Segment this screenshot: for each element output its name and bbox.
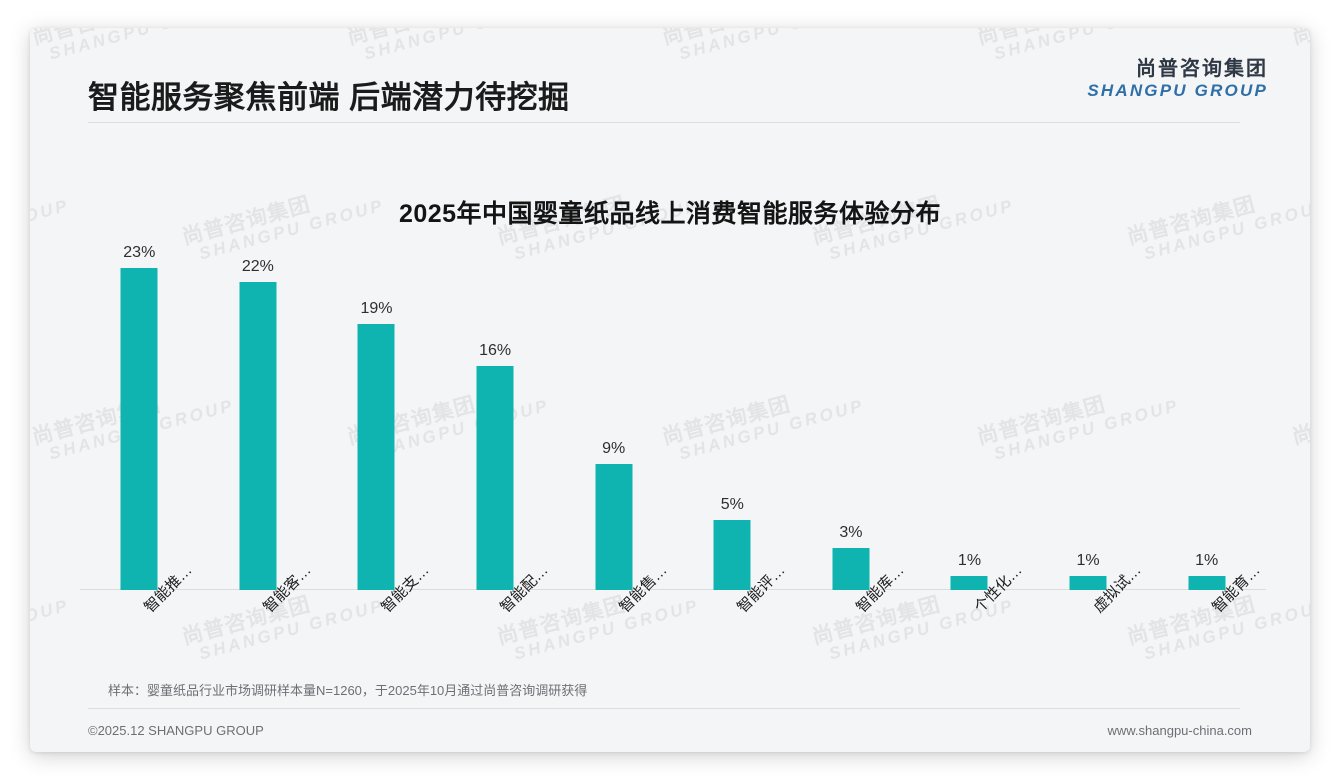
brand-logo: 尚普咨询集团 SHANGPU GROUP	[1087, 58, 1268, 101]
bar[interactable]	[1069, 576, 1107, 590]
website-text: www.shangpu-china.com	[1107, 723, 1252, 738]
bar[interactable]	[120, 268, 158, 590]
bar-value-label: 22%	[241, 258, 274, 275]
bar-slot: 23% 智能推…	[80, 240, 199, 616]
footer-divider	[88, 708, 1240, 709]
bar-slot: 9% 智能售…	[554, 240, 673, 616]
bar-slot: 1% 智能育…	[1147, 240, 1266, 616]
bar[interactable]	[595, 464, 633, 590]
bar[interactable]	[476, 366, 514, 590]
header-divider	[88, 122, 1240, 123]
bar-value-label: 9%	[602, 440, 626, 457]
bar-slot: 19% 智能支…	[317, 240, 436, 616]
bar[interactable]	[832, 548, 870, 590]
brand-logo-en: SHANGPU GROUP	[1087, 81, 1268, 100]
bar-chart-plot: 23% 智能推… 22% 智能客… 19% 智能支… 16% 智能配… 9% 智能售… 5% 智能评……	[80, 240, 1266, 616]
chart-area: 2025年中国婴童纸品线上消费智能服务体验分布 23% 智能推… 22% 智能客… 19…	[30, 122, 1310, 682]
bar-value-label: 1%	[1195, 552, 1219, 569]
bar-slot: 5% 智能评…	[673, 240, 792, 616]
bar-slot: 3% 智能库…	[792, 240, 911, 616]
bar[interactable]	[357, 324, 395, 590]
slide-footer: ©2025.12 SHANGPU GROUP www.shangpu-china…	[30, 708, 1310, 752]
bar-value-label: 5%	[720, 496, 744, 513]
bar-slot: 16% 智能配…	[436, 240, 555, 616]
copyright-text: ©2025.12 SHANGPU GROUP	[88, 723, 264, 738]
bar-value-label: 1%	[957, 552, 982, 569]
chart-title: 2025年中国婴童纸品线上消费智能服务体验分布	[398, 200, 942, 228]
bar-value-label: 3%	[839, 524, 863, 541]
footnote: 样本：婴童纸品行业市场调研样本量N=1260，于2025年10月通过尚普咨询调研…	[108, 683, 588, 698]
bar-value-label: 16%	[479, 342, 512, 359]
bar-slot: 1% 个性化…	[910, 240, 1029, 616]
bar[interactable]	[950, 576, 988, 590]
page-title: 智能服务聚焦前端 后端潜力待挖掘	[88, 80, 570, 115]
bar[interactable]	[1188, 576, 1226, 590]
bar-value-label: 19%	[360, 300, 393, 317]
bar-value-label: 23%	[123, 244, 156, 261]
bar-value-label: 1%	[1076, 552, 1100, 569]
bar-slot: 1% 虚拟试…	[1029, 240, 1148, 616]
slide-header: 智能服务聚焦前端 后端潜力待挖掘 尚普咨询集团 SHANGPU GROUP	[30, 28, 1310, 122]
x-axis-line	[80, 589, 1266, 590]
bar[interactable]	[713, 520, 751, 590]
bar[interactable]	[239, 282, 277, 590]
bar-slot: 22% 智能客…	[199, 240, 318, 616]
brand-logo-cn: 尚普咨询集团	[1136, 58, 1268, 80]
